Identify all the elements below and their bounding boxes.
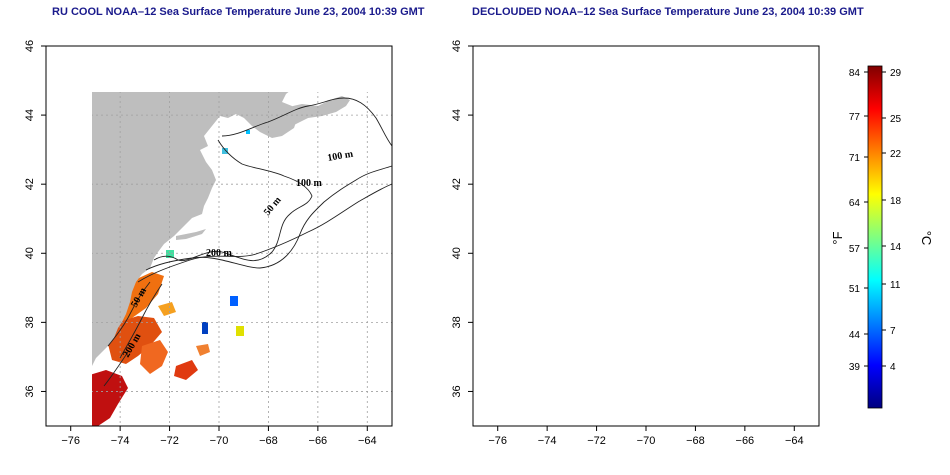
land-mass <box>92 92 298 366</box>
sst-patch <box>246 130 250 134</box>
sst-patch <box>202 322 208 334</box>
celsius-unit-label: °C <box>919 231 934 246</box>
fahrenheit-tick-label: 64 <box>849 198 861 209</box>
y-tick-label: 36 <box>451 385 463 397</box>
x-tick-label: −70 <box>210 435 229 447</box>
x-tick-label: −72 <box>160 435 179 447</box>
bathymetry-contour <box>119 283 163 359</box>
x-tick-label: −66 <box>736 435 755 447</box>
y-tick-label: 40 <box>451 247 463 259</box>
contour-label: 100 m <box>296 178 323 189</box>
y-tick-label: 44 <box>24 109 36 121</box>
x-tick-label: −76 <box>61 435 80 447</box>
y-tick-label: 38 <box>24 316 36 328</box>
fahrenheit-tick-label: 44 <box>849 330 861 341</box>
x-tick-label: −70 <box>637 435 656 447</box>
bathymetry-contour <box>103 351 129 387</box>
celsius-tick-label: 4 <box>890 362 896 373</box>
celsius-tick-label: 29 <box>890 68 902 79</box>
y-tick-label: 42 <box>24 178 36 190</box>
right-panel-title: DECLOUDED NOAA–12 Sea Surface Temperatur… <box>472 6 864 18</box>
land-mass <box>268 96 350 132</box>
sst-patch <box>166 250 174 258</box>
x-tick-label: −68 <box>259 435 278 447</box>
celsius-tick-label: 14 <box>890 242 902 253</box>
ocean-area <box>473 46 819 426</box>
y-tick-label: 44 <box>451 109 463 121</box>
land-mass <box>176 229 206 240</box>
sst-patch <box>92 370 128 426</box>
bathymetry-contour <box>221 97 393 147</box>
x-tick-label: −74 <box>111 435 130 447</box>
temperature-colorbar: 84 77 71 64 57 51 44 39 29 25 22 18 14 11 7 4 °F °C <box>830 65 934 409</box>
y-tick-label: 42 <box>451 178 463 190</box>
fahrenheit-tick-label: 71 <box>849 153 861 164</box>
left-panel-title: RU COOL NOAA–12 Sea Surface Temperature … <box>52 6 425 18</box>
contour-label: 100 m <box>327 149 355 164</box>
bathymetry-contour <box>107 281 151 347</box>
fahrenheit-tick-label: 51 <box>849 284 861 295</box>
sst-patch <box>230 296 238 306</box>
x-tick-label: −64 <box>358 435 377 447</box>
sst-patch <box>236 326 244 336</box>
y-tick-label: 36 <box>24 385 36 397</box>
x-tick-label: −74 <box>538 435 557 447</box>
fahrenheit-tick-label: 77 <box>849 112 861 123</box>
x-tick-label: −76 <box>488 435 507 447</box>
celsius-tick-label: 11 <box>890 280 901 291</box>
bathymetry-contour <box>145 165 393 271</box>
x-tick-label: −64 <box>785 435 804 447</box>
sst-patch <box>196 344 210 356</box>
fahrenheit-tick-label: 57 <box>849 244 861 255</box>
sst-patch <box>140 340 168 374</box>
bathymetry-contour <box>137 183 393 283</box>
contour-label: 200 m <box>206 248 233 259</box>
fahrenheit-tick-label: 84 <box>849 68 861 79</box>
sst-patch <box>158 302 176 316</box>
y-tick-label: 46 <box>451 40 463 52</box>
celsius-tick-label: 25 <box>890 114 902 125</box>
x-tick-label: −72 <box>587 435 606 447</box>
x-tick-label: −66 <box>309 435 328 447</box>
celsius-tick-label: 22 <box>890 149 902 160</box>
sst-patch <box>174 360 198 380</box>
sst-patch <box>222 148 228 154</box>
colorbar-gradient <box>867 65 883 409</box>
celsius-tick-label: 18 <box>890 196 902 207</box>
celsius-tick-label: 7 <box>890 326 896 337</box>
bathymetry-contour <box>153 139 313 262</box>
x-tick-label: −68 <box>686 435 705 447</box>
y-tick-label: 40 <box>24 247 36 259</box>
y-tick-label: 38 <box>451 316 463 328</box>
fahrenheit-unit-label: °F <box>830 231 845 244</box>
fahrenheit-tick-label: 39 <box>849 362 861 373</box>
y-tick-label: 46 <box>24 40 36 52</box>
